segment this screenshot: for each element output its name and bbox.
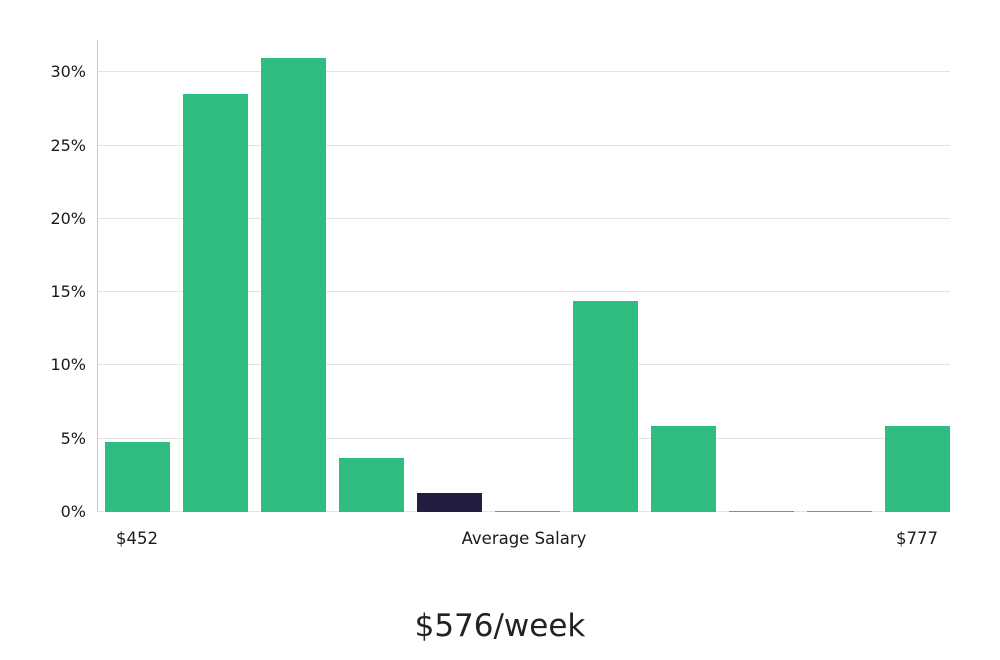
y-tick-label: 5% (60, 428, 86, 448)
y-tick-label: 30% (50, 62, 86, 82)
chart-title: $576/week (414, 608, 586, 644)
plot-area (97, 40, 950, 512)
bar (495, 510, 560, 512)
average-salary-bar (417, 492, 482, 512)
bar (105, 441, 170, 512)
bar (261, 57, 326, 512)
gridline (97, 71, 950, 73)
gridline (97, 291, 950, 293)
y-tick-label: 25% (50, 135, 86, 155)
bar (183, 94, 248, 512)
x-axis-label: Average Salary (461, 529, 587, 548)
x-tick-label-min: $452 (116, 529, 158, 548)
y-axis-line (97, 40, 98, 512)
gridline (97, 217, 950, 219)
y-tick-label: 10% (50, 355, 86, 375)
y-tick-label: 20% (50, 208, 86, 228)
gridline (97, 144, 950, 146)
y-tick-label: 15% (50, 282, 86, 302)
bar (573, 300, 638, 512)
y-tick-label: 0% (60, 502, 86, 521)
x-tick-label-max: $777 (896, 529, 938, 548)
gridline (97, 364, 950, 366)
bar (885, 425, 950, 512)
bar (651, 425, 716, 512)
bar (729, 510, 794, 512)
bar (807, 510, 872, 512)
bar (339, 457, 404, 512)
gridline (97, 437, 950, 439)
